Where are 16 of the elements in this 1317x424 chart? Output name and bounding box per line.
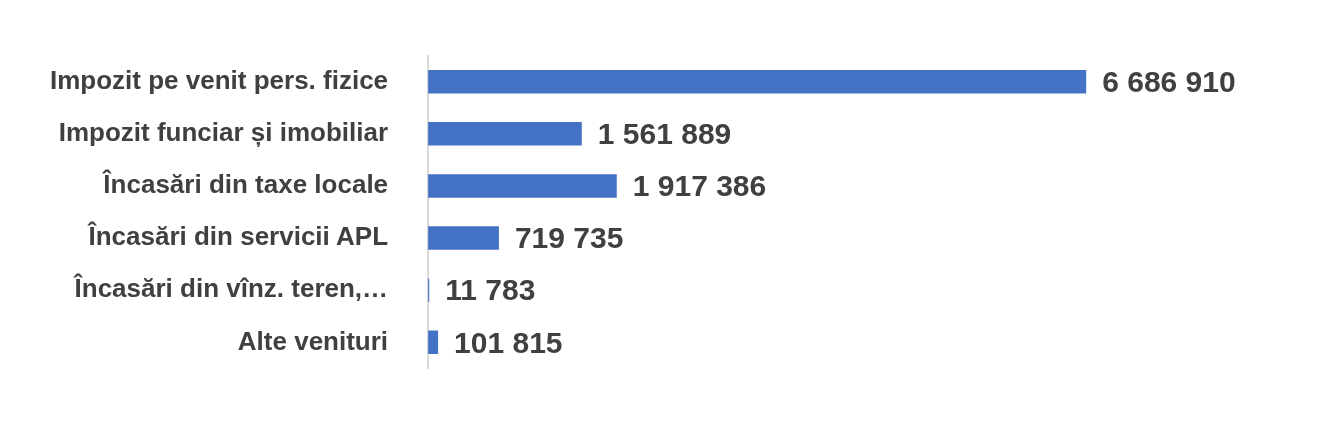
- bar: [428, 226, 499, 250]
- y-tick-label: Alte venituri: [237, 325, 389, 356]
- y-tick-label: Încasări din servicii APL: [86, 221, 389, 252]
- y-tick-label: Impozit funciar și imobiliar: [58, 116, 389, 147]
- bar: [428, 69, 1087, 94]
- data-label: 719 735: [514, 221, 624, 255]
- data-label: 101 815: [454, 325, 563, 359]
- data-label: 11 783: [445, 273, 536, 307]
- y-tick-label: Impozit pe venit pers. fizice: [50, 64, 389, 95]
- bar: [428, 122, 582, 146]
- data-label: 1 561 889: [597, 117, 732, 151]
- y-tick-label: Încasări din taxe locale: [101, 169, 389, 200]
- data-label: 6 686 910: [1102, 64, 1236, 98]
- bar: [428, 174, 617, 198]
- data-label: 1 917 386: [632, 169, 767, 203]
- y-tick-label: Încasări din vînz. teren,…: [72, 273, 389, 304]
